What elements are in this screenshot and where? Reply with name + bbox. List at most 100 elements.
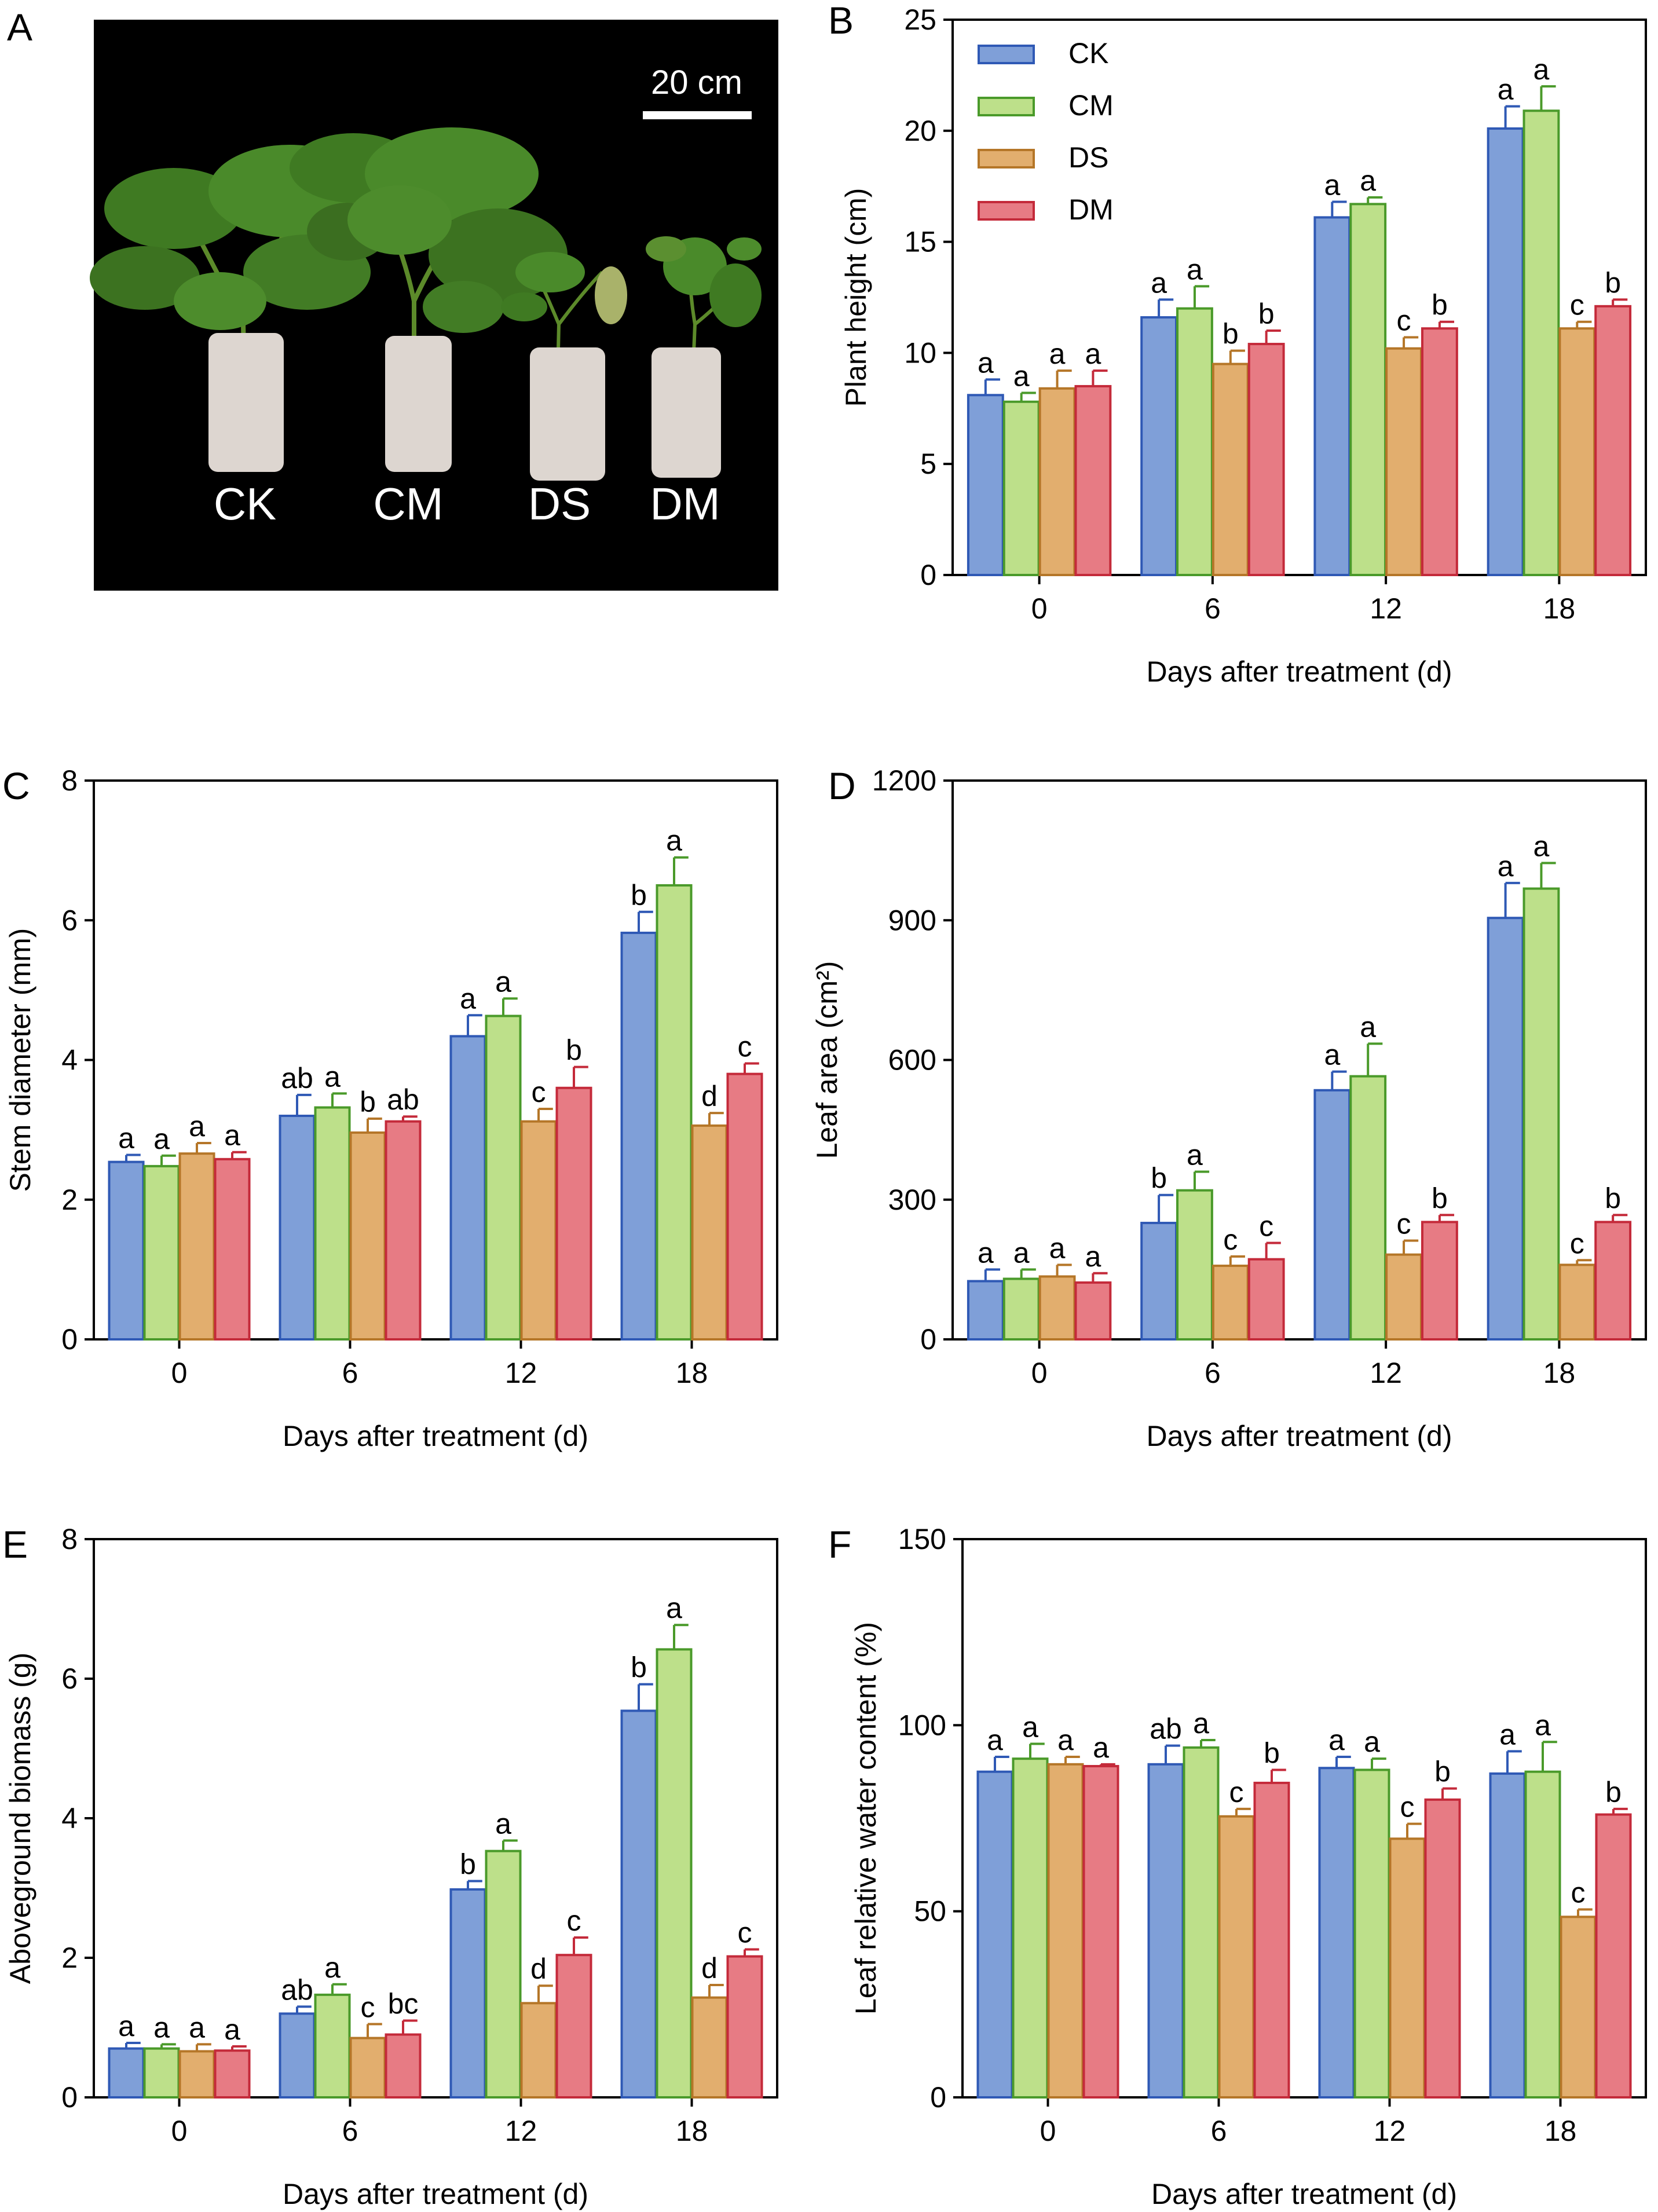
bar-cm bbox=[485, 1850, 522, 2099]
x-tick-label: 12 bbox=[1370, 1357, 1402, 1389]
photo-label-cm: CM bbox=[373, 478, 443, 529]
x-axis-label: Days after treatment (d) bbox=[1147, 1420, 1452, 1452]
significance-letter: b bbox=[631, 1651, 647, 1684]
significance-letter: a bbox=[1193, 1707, 1209, 1739]
significance-letter: a bbox=[153, 1123, 170, 1155]
significance-letter: a bbox=[978, 346, 994, 379]
y-tick-label: 100 bbox=[898, 1709, 946, 1741]
legend-label-dm: DM bbox=[1068, 193, 1114, 226]
plant-dm bbox=[646, 236, 762, 464]
pot-cm bbox=[385, 336, 452, 472]
significance-letter: ab bbox=[387, 1083, 419, 1116]
significance-letter: a bbox=[1085, 338, 1101, 370]
significance-letter: a bbox=[1499, 1718, 1516, 1750]
x-tick-label: 18 bbox=[676, 2115, 708, 2147]
y-tick-label: 150 bbox=[898, 1523, 946, 1555]
x-tick-label: 12 bbox=[505, 1357, 537, 1389]
bar-ds bbox=[1212, 1264, 1249, 1341]
bar-cm bbox=[1002, 400, 1040, 576]
x-tick-label: 6 bbox=[1211, 2115, 1227, 2147]
bar-cm bbox=[1176, 1189, 1213, 1341]
significance-letter: b bbox=[1605, 266, 1621, 299]
significance-letter: d bbox=[701, 1080, 718, 1112]
bar-dm bbox=[214, 2049, 251, 2099]
panel-letter-c: C bbox=[2, 764, 30, 807]
bar-cm bbox=[314, 1993, 351, 2099]
photo-label-ck: CK bbox=[214, 478, 276, 529]
y-tick-label: 600 bbox=[888, 1044, 936, 1076]
bar-ck bbox=[620, 1709, 657, 2099]
significance-letter: b bbox=[360, 1086, 376, 1118]
bar-ds bbox=[1047, 1763, 1084, 2099]
x-axis-label: Days after treatment (d) bbox=[1151, 2178, 1457, 2210]
bar-ds bbox=[349, 1131, 386, 1341]
significance-letter: a bbox=[1364, 1726, 1380, 1758]
bar-ds bbox=[691, 1996, 728, 2099]
y-tick-label: 25 bbox=[904, 3, 936, 36]
significance-letter: b bbox=[1151, 1162, 1167, 1195]
significance-letter: a bbox=[987, 1724, 1003, 1756]
y-tick-label: 6 bbox=[61, 1662, 78, 1695]
pot-dm bbox=[652, 347, 721, 478]
bar-dm bbox=[1594, 1221, 1632, 1341]
bar-cm bbox=[485, 1015, 522, 1341]
bar-ck bbox=[1147, 1763, 1184, 2099]
plant-ds bbox=[501, 252, 627, 452]
legend-swatch-dm bbox=[978, 201, 1035, 221]
bar-ds bbox=[1218, 1815, 1255, 2099]
significance-letter: a bbox=[666, 825, 682, 857]
legend-swatch-cm bbox=[978, 97, 1035, 116]
significance-letter: a bbox=[1328, 1724, 1345, 1756]
significance-letter: a bbox=[189, 2011, 205, 2043]
bar-cm bbox=[1524, 1770, 1561, 2099]
bar-ds bbox=[520, 2002, 557, 2099]
panel-b: B 0 5 10 15 20 25 Plant height (cm) Days after t… bbox=[828, 0, 1647, 688]
bar-dm bbox=[1421, 1221, 1458, 1341]
y-tick-label: 10 bbox=[904, 336, 936, 369]
bar-ck bbox=[1487, 127, 1524, 577]
bar-dm bbox=[726, 1072, 763, 1341]
bar-ck bbox=[1318, 1767, 1355, 2099]
bar-dm bbox=[1074, 384, 1112, 576]
significance-letter: a bbox=[118, 2010, 134, 2042]
plot-frame bbox=[951, 19, 1647, 576]
y-tick-label: 15 bbox=[904, 226, 936, 258]
bar-ck bbox=[1140, 1221, 1178, 1341]
bar-dm bbox=[1247, 1258, 1285, 1341]
bar-cm bbox=[1349, 203, 1387, 576]
significance-letter: a bbox=[1498, 850, 1514, 882]
bar-dm bbox=[1421, 327, 1458, 576]
y-tick-label: 0 bbox=[920, 559, 936, 591]
legend-label-ds: DS bbox=[1068, 141, 1108, 174]
bar-dm bbox=[555, 1954, 592, 2099]
significance-letter: a bbox=[1049, 338, 1066, 370]
bar-dm bbox=[1074, 1281, 1112, 1341]
x-axis-label: Days after treatment (d) bbox=[283, 2178, 588, 2210]
significance-letter: a bbox=[1360, 164, 1376, 197]
bar-ds bbox=[1558, 1264, 1596, 1341]
x-axis-label: Days after treatment (d) bbox=[1147, 655, 1452, 688]
pot-ck bbox=[208, 333, 284, 472]
bar-cm bbox=[656, 1648, 693, 2099]
x-tick-label: 0 bbox=[1031, 592, 1048, 625]
significance-letter: b bbox=[460, 1848, 476, 1880]
significance-letter: c bbox=[532, 1076, 546, 1108]
significance-letter: d bbox=[701, 1952, 718, 1984]
legend-label-cm: CM bbox=[1068, 89, 1114, 122]
bar-cm bbox=[1002, 1277, 1040, 1341]
significance-letter: a bbox=[460, 982, 476, 1015]
significance-letter: a bbox=[1187, 1139, 1203, 1171]
bar-dm bbox=[555, 1086, 592, 1341]
bar-ck bbox=[1487, 917, 1524, 1341]
significance-letter: a bbox=[978, 1236, 994, 1269]
bar-cm bbox=[1012, 1757, 1049, 2099]
significance-letter: b bbox=[1432, 289, 1448, 321]
significance-letter: b bbox=[1605, 1776, 1622, 1808]
y-axis-label: Plant height (cm) bbox=[840, 188, 872, 407]
bar-cm bbox=[1353, 1768, 1390, 2099]
bar-ds bbox=[1385, 1253, 1422, 1341]
significance-letter: a bbox=[1360, 1010, 1376, 1043]
panel-letter-f: F bbox=[828, 1523, 851, 1566]
